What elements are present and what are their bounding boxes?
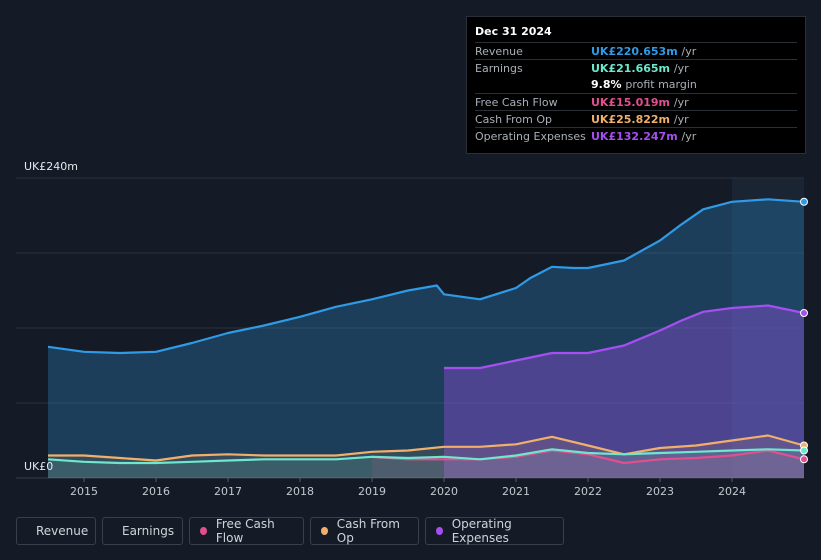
tooltip-value: UK£21.665m [591,62,671,75]
tooltip-row-revenue: Revenue UK£220.653m /yr [475,42,797,60]
tooltip-row-earnings: Earnings UK£21.665m /yr [475,59,797,77]
tooltip-label: Cash From Op [475,113,553,126]
tooltip-label: Earnings [475,62,523,75]
end-point-free-cash-flow [800,455,808,464]
x-tick-label: 2022 [574,485,602,498]
legend-label: Revenue [36,524,89,538]
x-axis-ticks: 2015 2016 2017 2018 2019 2020 2021 2022 2023 2024 [70,478,746,498]
area-revenue [48,199,804,479]
end-point-revenue [800,197,808,206]
legend-label: Earnings [122,524,175,538]
tooltip-row-cash-from-op: Cash From Op UK£25.822m /yr [475,110,797,128]
x-tick-label: 2016 [142,485,170,498]
legend-operating-expenses[interactable]: Operating Expenses [425,517,564,545]
x-tick-label: 2015 [70,485,98,498]
tooltip-unit: /yr [681,45,697,58]
tooltip-value: 9.8% [591,78,622,91]
tooltip-value: UK£15.019m [591,96,671,109]
tooltip-row-margin: 9.8% profit margin [475,76,797,93]
x-tick-label: 2020 [430,485,458,498]
series-end-markers [800,197,808,464]
tooltip-unit: /yr [673,96,689,109]
x-tick-label: 2023 [646,485,674,498]
tooltip-row-operating-expenses: Operating Expenses UK£132.247m /yr [475,127,797,145]
line-operating-expenses [444,304,805,370]
tooltip-value: UK£25.822m [591,113,671,126]
tooltip-value: UK£220.653m [591,45,678,58]
legend-dot-icon [321,527,328,535]
x-tick-label: 2024 [718,485,746,498]
area-free-cash-flow [372,450,804,478]
area-earnings [48,449,804,478]
area-operating-expenses [444,305,804,478]
end-point-earnings [800,446,808,455]
legend-revenue[interactable]: Revenue [16,517,96,545]
line-revenue [47,198,805,355]
tooltip-unit: profit margin [625,78,697,91]
series-areas [48,199,804,479]
end-point-operating-expenses [800,309,808,317]
x-tick-label: 2017 [214,485,242,498]
legend-dot-icon [436,527,443,535]
legend-label: Operating Expenses [451,517,512,545]
tooltip-label: Free Cash Flow [475,96,558,109]
tooltip-unit: /yr [681,130,697,143]
line-free-cash-flow [371,449,805,465]
tooltip-date: Dec 31 2024 [475,25,552,38]
x-tick-label: 2021 [502,485,530,498]
y-axis-zero-label: UK£0 [24,460,54,473]
legend-earnings[interactable]: Earnings [102,517,183,545]
legend-dot-icon [200,527,207,535]
tooltip-label: Operating Expenses [475,130,586,143]
legend-free-cash-flow[interactable]: Free Cash Flow [189,517,304,545]
legend-label: Free Cash Flow [215,517,275,545]
y-axis-max-label: UK£240m [24,160,78,173]
x-tick-label: 2019 [358,485,386,498]
tooltip-unit: /yr [673,62,689,75]
tooltip-label: Revenue [475,45,523,58]
x-tick-label: 2018 [286,485,314,498]
legend-cash-from-op[interactable]: Cash From Op [310,517,419,545]
line-earnings [47,448,805,465]
line-cash-from-op [48,434,805,462]
tooltip-unit: /yr [673,113,689,126]
tooltip-row-free-cash-flow: Free Cash Flow UK£15.019m /yr [475,93,797,111]
grid [16,177,804,479]
tooltip: Dec 31 2024 Revenue UK£220.653m /yr Earn… [466,16,806,154]
legend-label: Cash From Op [336,517,400,545]
tooltip-value: UK£132.247m [591,130,678,143]
series-lines [47,198,805,465]
